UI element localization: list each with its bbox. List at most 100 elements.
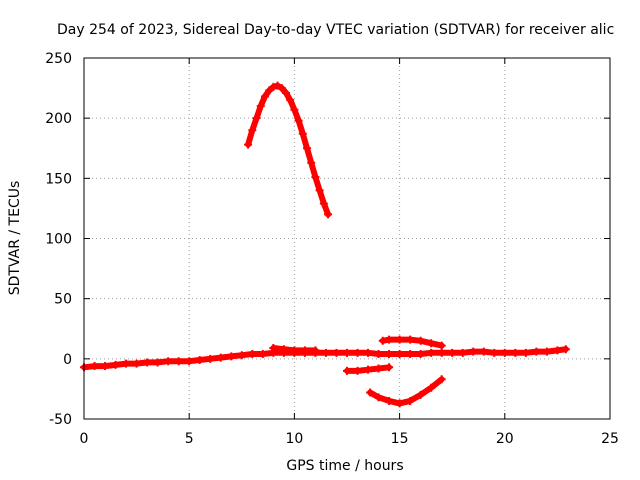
y-tick-label: 50 xyxy=(54,292,72,308)
chart-title: Day 254 of 2023, Sidereal Day-to-day VTE… xyxy=(57,22,614,38)
x-tick-label: 5 xyxy=(185,431,194,447)
y-tick-label: 250 xyxy=(45,51,72,67)
data-point xyxy=(427,339,436,348)
data-point xyxy=(265,86,274,95)
data-point xyxy=(364,365,373,374)
data-point xyxy=(290,105,299,114)
y-tick-label: 0 xyxy=(63,352,72,368)
data-point xyxy=(448,348,457,357)
x-tick-label: 25 xyxy=(601,431,619,447)
data-point xyxy=(256,102,265,111)
chart-grid xyxy=(84,58,610,419)
data-point xyxy=(286,96,295,105)
data-point xyxy=(281,88,290,97)
data-point xyxy=(332,348,341,357)
data-point xyxy=(298,129,307,138)
x-tick-label: 0 xyxy=(80,431,89,447)
data-point xyxy=(273,81,282,90)
data-point xyxy=(385,335,394,344)
data-point xyxy=(395,335,404,344)
data-point xyxy=(406,396,415,405)
data-point xyxy=(343,348,351,357)
data-point xyxy=(395,350,404,359)
data-point xyxy=(300,346,309,355)
data-point xyxy=(290,346,299,355)
data-point xyxy=(269,82,278,91)
x-tick-label: 15 xyxy=(391,431,409,447)
data-point xyxy=(260,92,269,101)
data-point xyxy=(385,396,394,405)
series-points xyxy=(80,81,570,408)
data-point xyxy=(277,84,286,93)
data-point xyxy=(132,359,141,368)
data-point xyxy=(111,360,120,369)
data-point xyxy=(378,336,387,345)
data-point xyxy=(521,348,530,357)
data-point xyxy=(490,348,499,357)
y-tick-label: 100 xyxy=(45,232,72,248)
data-point xyxy=(174,357,183,366)
data-point xyxy=(153,358,162,367)
data-point xyxy=(364,348,373,357)
y-tick-label: -50 xyxy=(49,412,72,428)
data-point xyxy=(248,126,257,135)
data-point xyxy=(248,350,257,359)
x-tick-label: 10 xyxy=(285,431,303,447)
data-point xyxy=(90,362,99,371)
data-point xyxy=(143,358,152,367)
data-point xyxy=(343,366,351,375)
data-point xyxy=(195,356,204,365)
data-point xyxy=(500,348,509,357)
data-point xyxy=(427,383,436,392)
data-point xyxy=(353,348,362,357)
data-point xyxy=(406,350,415,359)
data-point xyxy=(374,364,383,373)
data-point xyxy=(237,351,246,360)
data-point xyxy=(416,390,425,399)
y-axis-label: SDTVAR / TECUs xyxy=(7,181,23,296)
data-point xyxy=(227,352,236,361)
data-point xyxy=(311,346,320,355)
data-point xyxy=(294,116,303,125)
data-point xyxy=(164,357,173,366)
data-point xyxy=(101,362,110,371)
data-point xyxy=(437,341,446,350)
data-point xyxy=(122,359,131,368)
data-point xyxy=(321,348,330,357)
x-tick-label: 20 xyxy=(496,431,514,447)
data-point xyxy=(366,388,375,397)
data-point xyxy=(258,350,267,359)
y-tick-label: 200 xyxy=(45,111,72,127)
data-point xyxy=(437,375,446,384)
data-point xyxy=(416,350,425,359)
data-point xyxy=(458,348,467,357)
data-point xyxy=(252,114,261,123)
data-point xyxy=(479,347,488,356)
data-point xyxy=(406,335,415,344)
data-point xyxy=(395,399,404,408)
data-point xyxy=(279,345,288,354)
data-point xyxy=(385,363,394,372)
data-point xyxy=(374,393,383,402)
data-point xyxy=(374,350,383,359)
data-point xyxy=(244,140,253,149)
data-point xyxy=(324,210,333,219)
data-point xyxy=(532,347,541,356)
data-point xyxy=(542,347,551,356)
x-axis-label: GPS time / hours xyxy=(286,458,403,474)
data-point xyxy=(561,345,570,354)
plot-frame xyxy=(83,57,611,420)
data-point xyxy=(311,173,320,182)
data-point xyxy=(307,158,316,167)
data-point xyxy=(427,348,436,357)
data-point xyxy=(469,347,478,356)
data-point xyxy=(216,353,225,362)
data-point xyxy=(269,344,278,353)
data-point xyxy=(385,350,394,359)
data-point xyxy=(511,348,520,357)
data-point xyxy=(303,144,312,153)
data-point xyxy=(315,186,324,195)
data-point xyxy=(553,346,562,355)
data-point xyxy=(353,366,362,375)
